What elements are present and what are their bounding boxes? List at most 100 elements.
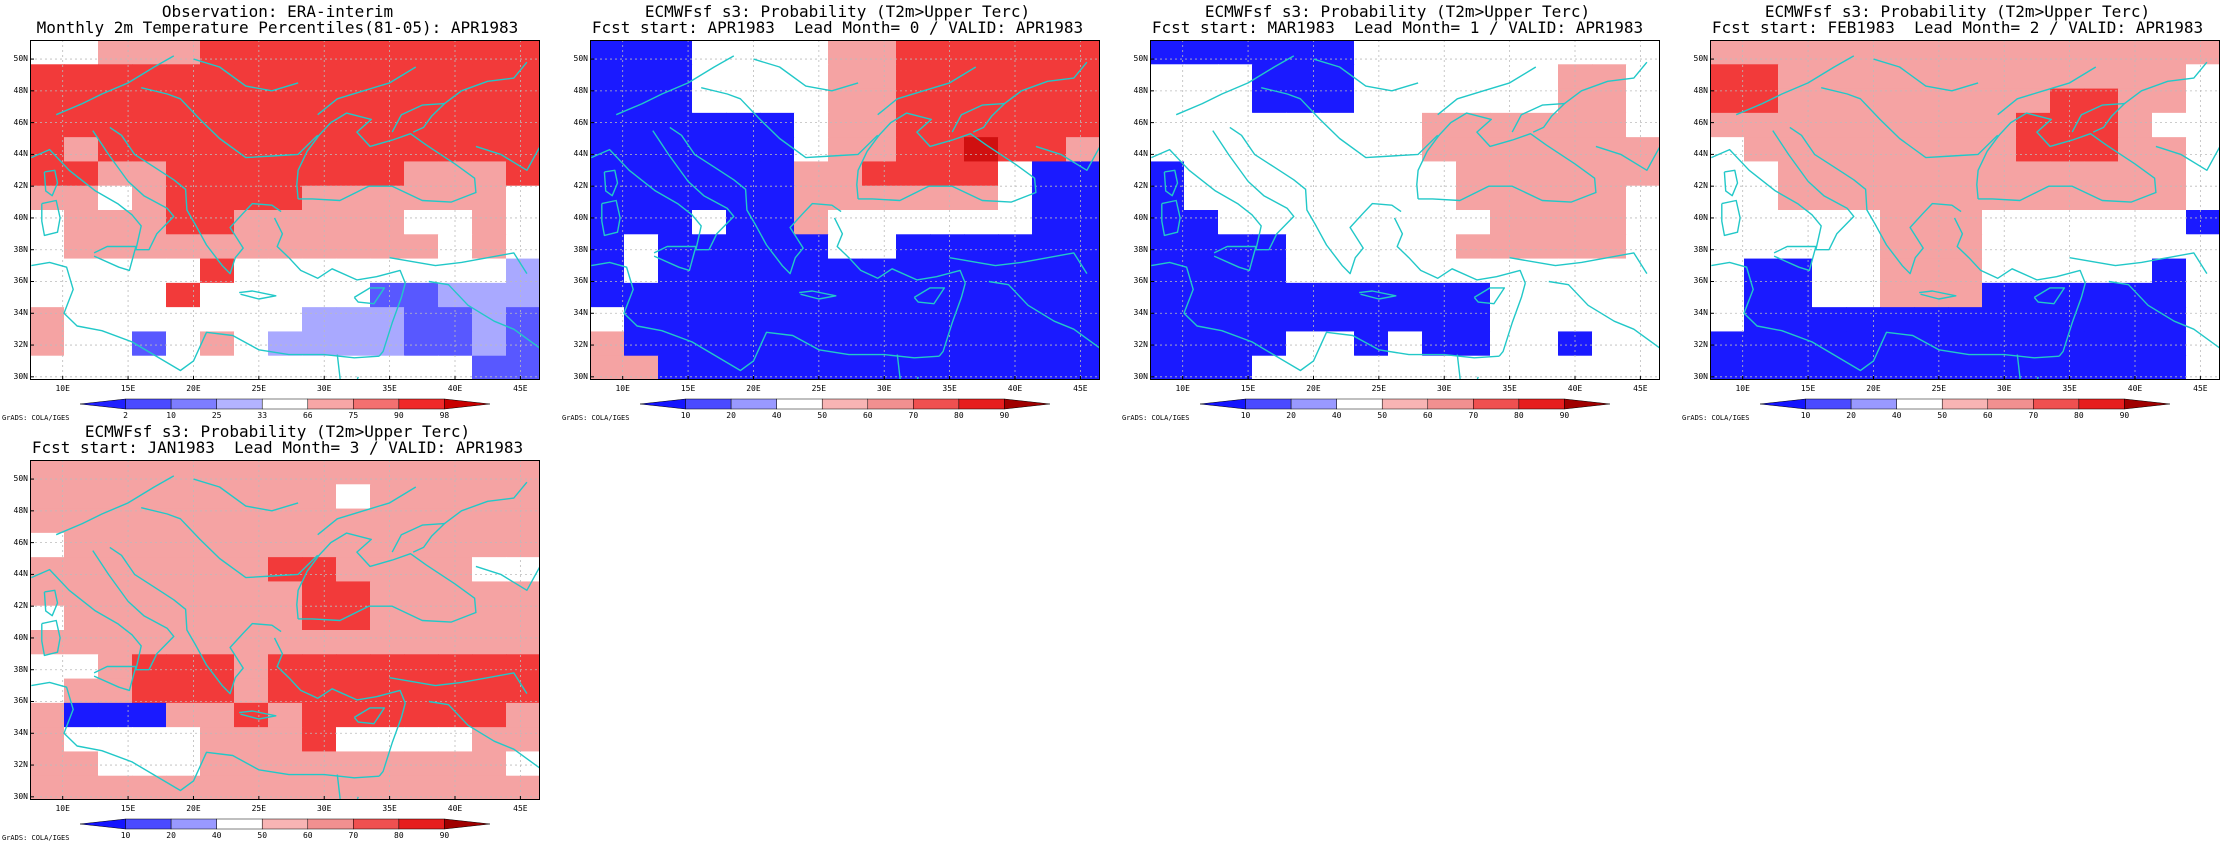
grid-cell xyxy=(506,161,540,187)
grid-cell xyxy=(1982,282,2017,308)
grid-cell xyxy=(1032,137,1067,163)
grid-cell xyxy=(1388,88,1423,114)
grid-cell xyxy=(896,258,931,284)
grid-cell xyxy=(794,282,829,308)
grid-cell xyxy=(302,581,337,607)
grid-cell xyxy=(166,185,201,211)
panel-title: ECMWFsf s3: Probability (T2m>Upper Terc) xyxy=(1204,2,1591,21)
grid-cell xyxy=(64,702,99,728)
grid-cell xyxy=(98,460,133,485)
colorbar-svg xyxy=(80,818,490,830)
grid-cell xyxy=(166,331,201,357)
grid-cell xyxy=(1320,40,1355,65)
grid-cell xyxy=(1252,112,1287,138)
lon-tick-label: 15E xyxy=(120,384,136,393)
grid-cell xyxy=(1846,282,1881,308)
colorbar-swatch xyxy=(685,398,732,410)
coastline xyxy=(444,61,528,105)
grid-cell xyxy=(2152,112,2187,138)
grid-cell xyxy=(794,112,829,138)
grid-cell xyxy=(930,88,965,114)
grid-cell xyxy=(30,137,65,163)
colorbar-swatch xyxy=(125,398,172,410)
grid-cell xyxy=(624,307,659,333)
grid-cell xyxy=(1982,210,2017,235)
grid-cell xyxy=(132,630,167,655)
grid-cell xyxy=(370,112,405,138)
panel-subtitle: Fcst start: FEB1983 Lead Month= 2 / VALI… xyxy=(1711,18,2204,37)
grid-cell xyxy=(1524,161,1559,187)
grid-cell xyxy=(506,484,540,510)
coastline xyxy=(1163,169,1179,197)
grid-cell xyxy=(132,307,167,333)
grid-cell xyxy=(862,234,897,260)
grid-cell xyxy=(404,775,439,800)
grid-cell xyxy=(1982,234,2017,260)
grid-cell xyxy=(862,161,897,187)
grid-cell xyxy=(930,307,965,333)
panel-subtitle: Monthly 2m Temperature Percentiles(81-05… xyxy=(36,18,519,37)
grid-cell xyxy=(30,234,65,260)
grid-cell xyxy=(268,508,303,534)
grid-cell xyxy=(200,581,235,607)
grid-cell xyxy=(472,775,507,800)
lon-tick-label: 25E xyxy=(251,384,267,393)
coastline xyxy=(1595,145,1660,171)
grid-cell xyxy=(1948,137,1983,163)
grid-cell xyxy=(98,605,133,631)
grid-cell xyxy=(98,532,133,558)
grid-cell xyxy=(1150,112,1185,138)
colorbar-swatch xyxy=(1896,398,1943,410)
grid-cell xyxy=(964,331,999,357)
grid-cell xyxy=(1320,64,1355,90)
grid-cell xyxy=(1286,282,1321,308)
grid-cell xyxy=(1354,112,1389,138)
grid-cell xyxy=(692,307,727,333)
lat-tick-label: 50N xyxy=(1693,54,1708,64)
colorbar-swatch xyxy=(398,818,445,830)
grid-cell xyxy=(64,137,99,163)
grid-cell xyxy=(760,234,795,260)
grid-cell xyxy=(1982,258,2017,284)
grid-cell xyxy=(64,331,99,357)
coastline xyxy=(603,169,619,197)
coastline xyxy=(41,199,61,237)
grid-cell xyxy=(472,137,507,163)
panel-title: ECMWFsf s3: Probability (T2m>Upper Terc) xyxy=(1764,2,2151,21)
lat-tick-label: 48N xyxy=(1133,85,1148,95)
grid-cell xyxy=(1778,307,1813,333)
grid-cell xyxy=(1354,137,1389,163)
colorbar-label: 60 xyxy=(1982,411,1993,420)
lon-tick-label: 10E xyxy=(55,384,70,393)
grid-cell xyxy=(1914,112,1949,138)
colorbar-label: 50 xyxy=(1377,411,1388,420)
grid-cell xyxy=(1524,307,1559,333)
grid-cell xyxy=(2186,185,2220,211)
grid-cell xyxy=(1066,161,1100,187)
grid-cell xyxy=(302,605,337,631)
grid-cell xyxy=(404,307,439,333)
lon-tick-label: 20E xyxy=(186,804,201,813)
colorbar-swatch xyxy=(1004,398,1050,410)
grid-cell xyxy=(658,210,693,235)
grid-cell xyxy=(1422,137,1457,163)
map-svg xyxy=(1710,40,2220,380)
map-frame xyxy=(30,460,540,800)
colorbar-swatch xyxy=(1850,398,1897,410)
lat-tick-label: 36N xyxy=(13,696,28,706)
grid-cell xyxy=(1032,210,1067,235)
grid-cell xyxy=(590,137,625,163)
lon-tick-label: 30E xyxy=(1996,384,2012,393)
grid-cell xyxy=(1320,161,1355,187)
grid-cell xyxy=(1066,210,1100,235)
lon-tick-label: 15E xyxy=(680,384,696,393)
grid-cell xyxy=(1032,112,1067,138)
coastline xyxy=(601,199,621,237)
grid-cell xyxy=(302,460,337,485)
grid-cell xyxy=(1948,64,1983,90)
grid-cell xyxy=(1388,40,1423,65)
grid-cell xyxy=(1320,282,1355,308)
grid-cell xyxy=(166,727,201,753)
grid-cell xyxy=(1626,355,1660,380)
grid-cell xyxy=(234,532,269,558)
